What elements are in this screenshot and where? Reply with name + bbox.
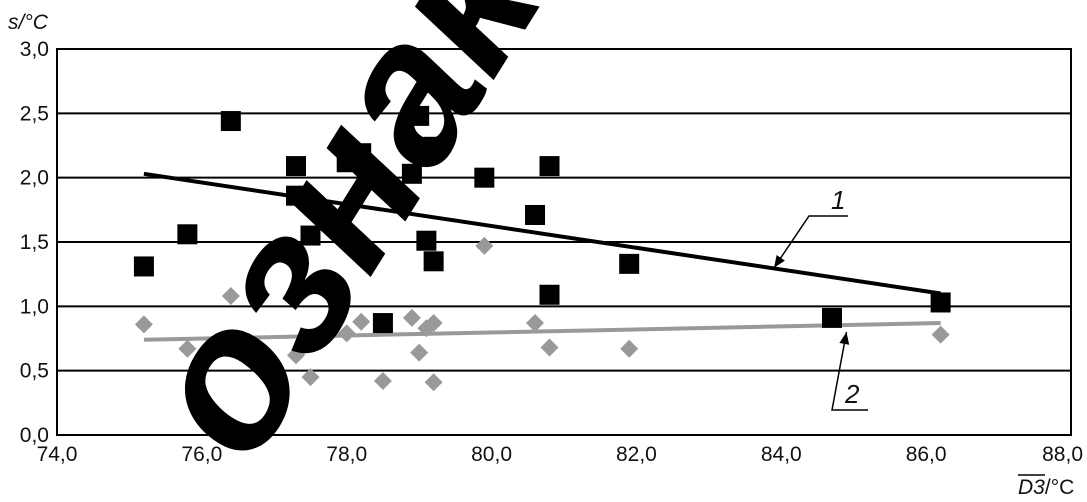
data-point-diamond	[410, 343, 429, 362]
y-tick-label: 0,5	[20, 360, 49, 383]
y-tick-label: 2,5	[20, 102, 49, 125]
y-tick-label: 1,0	[20, 295, 49, 318]
svg-text:D3/°C: D3/°C	[1018, 476, 1074, 499]
data-point-square	[409, 105, 430, 126]
callout-leader-2	[831, 331, 868, 411]
x-axis-label-var: D3	[1018, 476, 1045, 499]
x-tick-label: 80,0	[471, 443, 512, 466]
data-point-square	[525, 204, 546, 225]
data-point-square	[286, 185, 307, 206]
data-point-square	[177, 224, 198, 245]
data-point-diamond	[178, 339, 197, 358]
data-point-diamond	[134, 315, 153, 334]
data-point-square	[930, 292, 951, 313]
trend-line-1	[143, 171, 941, 296]
watermark-text: ознакомление	[97, 0, 1036, 493]
y-axis-label-var: s/°C	[8, 11, 49, 34]
trend-lines	[143, 171, 941, 342]
data-point-square	[133, 256, 154, 277]
data-point-square	[401, 163, 422, 184]
data-point-diamond	[402, 308, 421, 327]
callout-arrowhead-2	[839, 332, 850, 345]
data-point-diamond	[475, 236, 494, 255]
data-point-square	[351, 143, 372, 164]
y-tick-label: 0,0	[20, 424, 49, 447]
data-point-diamond	[620, 339, 639, 358]
data-point-square	[619, 253, 640, 274]
curve-callouts: 12	[773, 185, 868, 411]
data-point-diamond	[337, 324, 356, 343]
tick-labels: 0,0 0,5 1,0 1,5 2,0 2,5 3,0 74,0 76,0 78,0 80,0 82,…	[20, 38, 1083, 466]
data-point-square	[539, 156, 560, 177]
callout-leader-1	[773, 215, 848, 269]
x-axis-label-unit: /°C	[1045, 476, 1074, 499]
data-points	[133, 105, 951, 392]
x-tick-label: 74,0	[37, 443, 78, 466]
y-tick-label: 2,0	[20, 167, 49, 190]
data-point-square	[423, 251, 444, 272]
data-point-square	[300, 225, 321, 246]
data-point-diamond	[294, 337, 313, 356]
y-tick-label: 3,0	[20, 38, 49, 61]
data-point-diamond	[931, 325, 950, 344]
x-tick-label: 86,0	[906, 443, 947, 466]
data-point-diamond	[352, 312, 371, 331]
data-point-square	[416, 230, 437, 251]
trend-line-label-2: 2	[844, 379, 860, 409]
data-point-square	[423, 136, 444, 157]
data-point-diamond	[526, 314, 545, 333]
x-axis-label: D3/°C	[1018, 474, 1074, 499]
data-point-diamond	[301, 368, 320, 387]
data-point-square	[539, 284, 560, 305]
data-point-square	[474, 167, 495, 188]
data-point-diamond	[424, 314, 443, 333]
data-point-diamond	[424, 373, 443, 392]
data-point-diamond	[221, 287, 240, 306]
data-point-diamond	[373, 371, 392, 390]
data-point-square	[220, 111, 241, 132]
x-tick-label: 84,0	[761, 443, 802, 466]
data-point-square	[372, 313, 393, 334]
data-point-square	[286, 156, 307, 177]
x-tick-label: 78,0	[326, 443, 367, 466]
data-point-diamond	[540, 338, 559, 357]
y-axis-label: s/°C	[8, 11, 49, 34]
callout-arrowhead-1	[774, 254, 785, 268]
x-tick-label: 88,0	[1042, 443, 1083, 466]
data-point-square	[821, 307, 842, 328]
trend-line-label-1: 1	[831, 185, 845, 215]
x-tick-label: 82,0	[616, 443, 657, 466]
y-tick-label: 1,5	[20, 231, 49, 254]
plot-frame	[56, 48, 1072, 436]
x-tick-label: 76,0	[181, 443, 222, 466]
trend-line-2	[143, 321, 941, 342]
